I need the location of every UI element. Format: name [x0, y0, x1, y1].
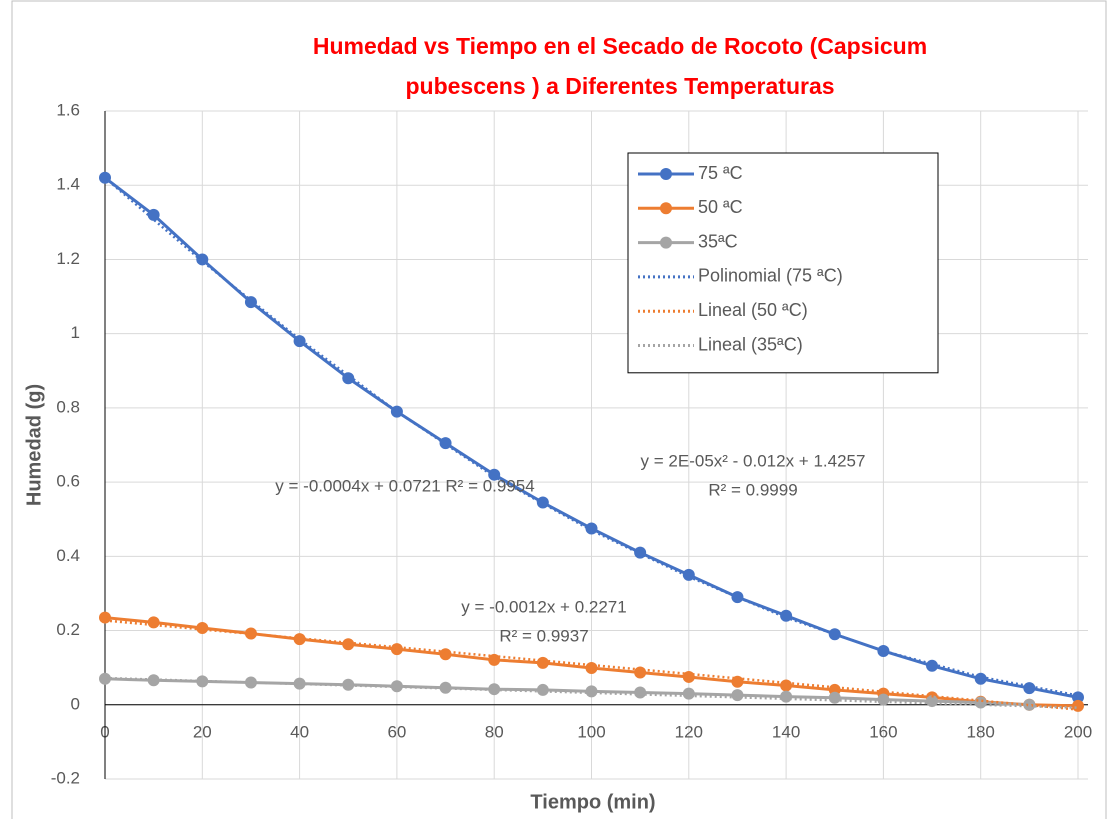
marker	[682, 687, 695, 700]
marker	[536, 683, 549, 696]
legend-label: Polinomial (75 ªC)	[698, 266, 843, 286]
x-tick-label: 200	[1064, 722, 1092, 741]
marker	[147, 674, 160, 687]
marker	[585, 522, 598, 535]
legend-marker	[660, 236, 672, 249]
x-tick-label: 140	[772, 722, 800, 741]
annotation: R² = 0.9999	[708, 480, 797, 499]
marker	[731, 591, 744, 604]
marker	[780, 679, 793, 692]
x-tick-label: 160	[869, 722, 897, 741]
x-tick-label: 20	[193, 722, 212, 741]
legend-marker	[660, 202, 672, 215]
legend-label: 35ªC	[698, 231, 738, 251]
chart-title: Humedad vs Tiempo en el Secado de Rocoto…	[313, 33, 927, 59]
marker	[390, 680, 403, 693]
marker	[244, 296, 257, 309]
marker	[780, 609, 793, 622]
marker	[585, 662, 598, 675]
marker	[536, 656, 549, 669]
annotation: y = 2E-05x² - 0.012x + 1.4257	[641, 451, 866, 470]
marker	[196, 253, 209, 266]
annotation: y = -0.0012x + 0.2271	[461, 597, 626, 616]
y-axis-title: Humedad (g)	[23, 384, 45, 506]
x-tick-label: 100	[577, 722, 605, 741]
marker	[585, 685, 598, 698]
marker	[731, 689, 744, 702]
y-tick-label: 0.2	[56, 620, 80, 639]
legend-label: Lineal (35ªC)	[698, 334, 803, 354]
x-tick-label: 120	[675, 722, 703, 741]
y-tick-label: 1.2	[56, 249, 80, 268]
marker	[196, 621, 209, 634]
marker	[293, 335, 306, 348]
marker	[390, 405, 403, 418]
marker	[293, 677, 306, 690]
y-tick-label: 0.8	[56, 397, 80, 416]
y-tick-label: 1.6	[56, 100, 80, 119]
trendline	[104, 176, 1079, 697]
marker	[342, 678, 355, 691]
annotation: R² = 0.9937	[499, 626, 588, 645]
marker	[439, 437, 452, 450]
marker	[974, 672, 987, 685]
legend-label: 75 ªC	[698, 163, 743, 183]
marker	[974, 696, 987, 709]
marker	[926, 659, 939, 672]
marker	[147, 208, 160, 221]
marker	[828, 628, 841, 641]
marker	[342, 638, 355, 651]
y-tick-label: 1	[71, 323, 80, 342]
marker	[390, 643, 403, 656]
y-tick-label: 0.6	[56, 472, 80, 491]
marker	[877, 644, 890, 657]
x-tick-label: 180	[967, 722, 995, 741]
annotation: y = -0.0004x + 0.0721 R² = 0.9954	[275, 476, 534, 495]
series-line	[104, 677, 1030, 707]
trendline	[104, 676, 1079, 709]
marker	[828, 691, 841, 704]
x-tick-label: 40	[290, 722, 309, 741]
y-tick-label: 0	[71, 694, 80, 713]
marker	[1023, 698, 1036, 711]
y-tick-label: 1.4	[56, 175, 80, 194]
marker	[342, 372, 355, 385]
marker	[488, 468, 501, 481]
marker	[682, 568, 695, 581]
marker	[634, 666, 647, 679]
marker	[1023, 682, 1036, 695]
x-tick-label: 80	[485, 722, 504, 741]
marker	[634, 686, 647, 699]
marker	[780, 690, 793, 703]
y-tick-label: -0.2	[51, 768, 80, 787]
marker	[488, 653, 501, 666]
legend-label: Lineal (50 ªC)	[698, 300, 808, 320]
chart-title: pubescens ) a Diferentes Temperaturas	[405, 73, 834, 99]
marker	[682, 670, 695, 683]
x-tick-label: 60	[387, 722, 406, 741]
marker	[147, 616, 160, 629]
x-axis-title: Tiempo (min)	[530, 791, 655, 813]
legend-marker	[660, 168, 672, 180]
legend-box	[627, 152, 939, 374]
marker	[1072, 699, 1084, 712]
marker	[731, 675, 744, 688]
marker	[439, 648, 452, 661]
y-tick-label: 0.4	[56, 546, 80, 565]
marker	[99, 611, 111, 624]
marker	[877, 693, 890, 706]
marker	[196, 675, 209, 688]
legend-label: 50 ªC	[698, 197, 743, 217]
marker	[488, 683, 501, 696]
